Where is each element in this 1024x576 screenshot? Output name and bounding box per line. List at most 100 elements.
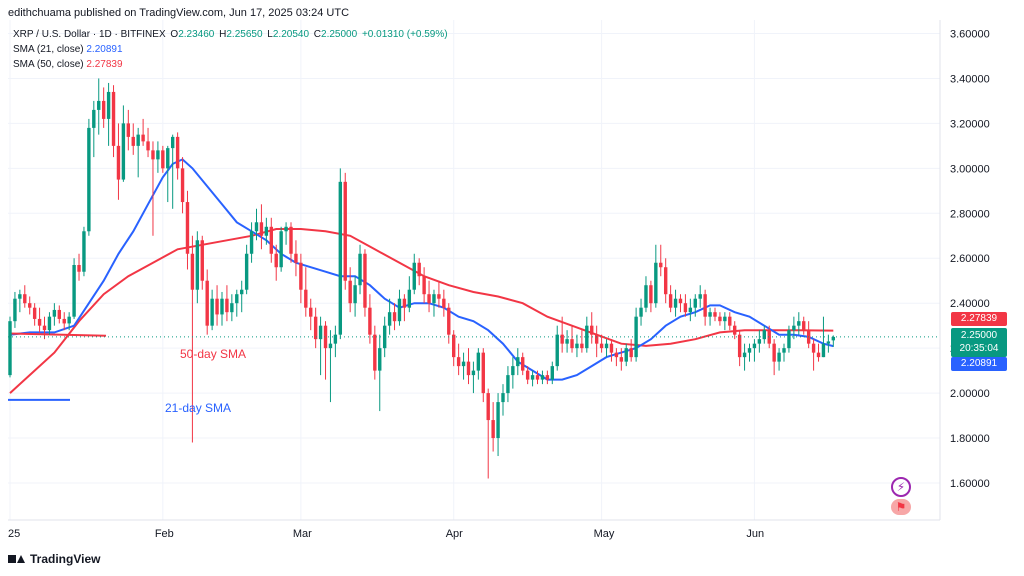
candle-body	[752, 343, 757, 349]
candle-body	[195, 240, 200, 290]
candle-body	[363, 253, 367, 308]
candle-body	[590, 325, 594, 335]
candle-body	[821, 343, 826, 358]
candle-body	[210, 298, 214, 326]
candle-body	[575, 343, 579, 349]
candle-body	[491, 420, 495, 439]
candle-body	[486, 393, 490, 421]
candle-body	[683, 303, 688, 313]
candle-body	[447, 307, 451, 335]
y-tick-label: 3.40000	[950, 73, 990, 85]
candle-body	[649, 285, 653, 304]
candle-body	[284, 226, 288, 232]
candle-body	[728, 316, 732, 326]
candle-body	[126, 123, 131, 137]
sma50-legend[interactable]: SMA (50, close) 2.27839	[13, 59, 123, 70]
candle-body	[737, 334, 742, 358]
candle-body	[644, 285, 648, 308]
candle-body	[427, 294, 431, 304]
sma50-price-tag: 2.27839	[951, 312, 1007, 326]
candle-body	[624, 348, 628, 362]
candle-body	[220, 298, 224, 315]
y-tick-label: 1.60000	[950, 478, 990, 490]
sma21-price-tag: 2.20891	[951, 357, 1007, 371]
candle-body	[67, 316, 71, 324]
open-value: 2.23460	[178, 29, 215, 40]
candle-body	[37, 318, 42, 326]
candle-body	[244, 253, 249, 290]
candle-body	[338, 181, 343, 335]
candle-body	[782, 348, 786, 353]
candle-body	[269, 226, 273, 254]
candle-body	[723, 316, 727, 322]
tradingview-brand: TradingView	[30, 552, 101, 566]
candle-body	[52, 309, 57, 317]
change-value: +0.01310 (+0.59%)	[361, 29, 448, 40]
candle-body	[141, 134, 145, 142]
tradingview-logo[interactable]: TradingView	[8, 552, 100, 566]
candles-group	[8, 78, 836, 479]
y-tick-label: 3.60000	[950, 28, 990, 40]
x-tick-label: Mar	[293, 528, 312, 540]
candle-body	[496, 402, 500, 439]
candle-body	[521, 357, 525, 371]
candle-body	[57, 309, 61, 319]
candle-body	[397, 298, 402, 322]
candle-body	[639, 307, 643, 317]
candle-body	[378, 348, 382, 371]
candle-body	[580, 343, 584, 349]
candle-body	[279, 231, 283, 268]
candle-body	[481, 352, 485, 394]
candle-body	[777, 352, 781, 362]
candle-body	[289, 226, 293, 254]
tradingview-mark-icon	[8, 553, 26, 565]
candle-body	[72, 264, 76, 317]
candle-body	[452, 334, 456, 358]
candle-body	[407, 289, 412, 308]
candle-body	[131, 136, 135, 146]
candle-body	[240, 289, 244, 295]
sma21-line-group	[9, 158, 834, 381]
candle-body	[545, 375, 550, 380]
candle-body	[560, 334, 564, 344]
candle-body	[200, 240, 204, 281]
sma21-annotation: 21-day SMA	[165, 401, 232, 415]
sma21-legend[interactable]: SMA (21, close) 2.20891	[13, 44, 123, 55]
candle-body	[476, 352, 481, 371]
candle-body	[772, 343, 776, 362]
lightning-icon[interactable]: ⚡	[891, 477, 911, 497]
candle-body	[28, 303, 32, 308]
candle-body	[693, 298, 697, 308]
candle-body	[555, 334, 559, 367]
candle-body	[442, 298, 446, 308]
candle-body	[156, 150, 160, 160]
candle-body	[733, 325, 737, 335]
candle-body	[304, 289, 308, 308]
candle-body	[180, 168, 185, 203]
candle-body	[402, 298, 407, 308]
candle-body	[535, 375, 540, 380]
candle-body	[318, 325, 323, 340]
close-value: 2.25000	[321, 29, 358, 40]
flag-icon[interactable]: ⚑	[891, 499, 911, 515]
candle-body	[254, 222, 259, 232]
candle-body	[747, 348, 752, 353]
candle-body	[8, 321, 12, 376]
countdown-timer: 20:35:04	[959, 343, 999, 354]
candle-body	[432, 294, 436, 304]
sma50-annotation: 50-day SMA	[180, 347, 247, 361]
candle-body	[609, 343, 614, 353]
candle-body	[792, 325, 796, 331]
candle-body	[146, 141, 150, 151]
candle-body	[550, 366, 554, 380]
candle-body	[831, 336, 836, 341]
open-label: O	[170, 29, 179, 40]
candle-body	[501, 393, 505, 403]
candle-body	[811, 343, 816, 353]
high-label: H	[219, 29, 227, 40]
candle-body	[619, 357, 624, 362]
close-price-tag-value: 2.25000	[960, 330, 998, 341]
candle-body	[663, 267, 668, 295]
sma50-annotation-line	[9, 332, 107, 337]
